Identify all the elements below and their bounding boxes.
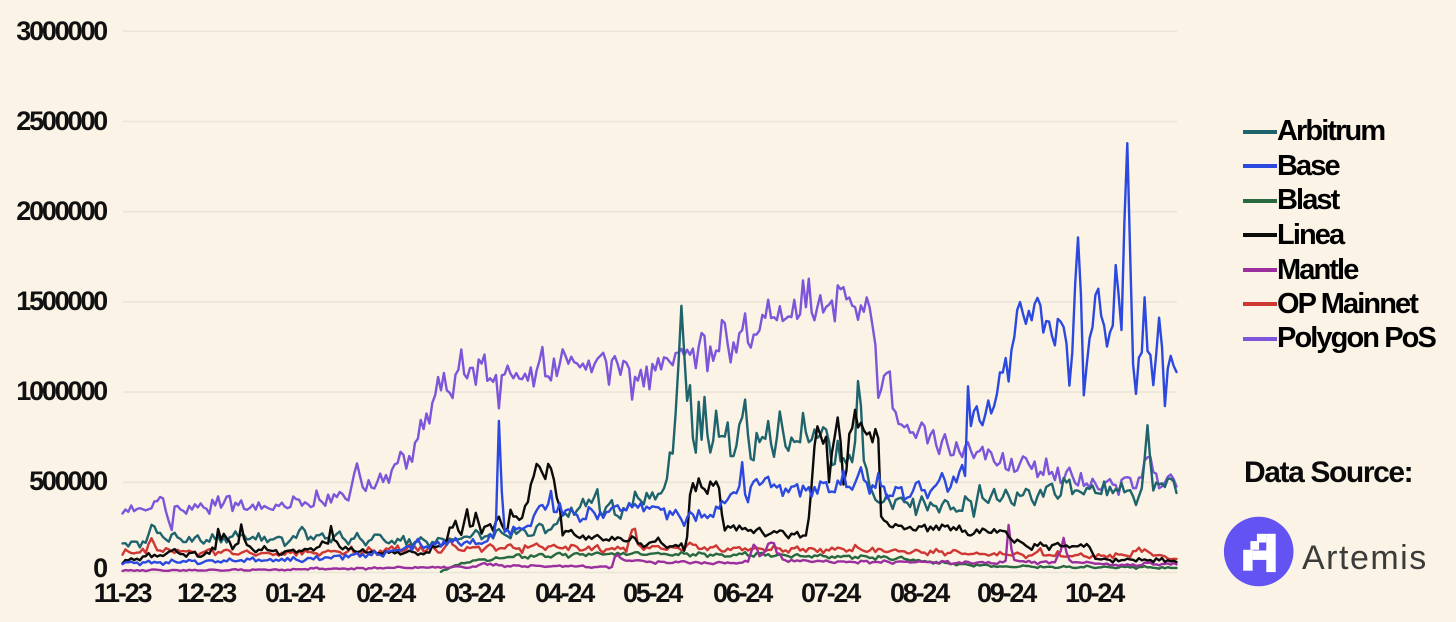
svg-text:Artemis: Artemis <box>1302 539 1428 577</box>
